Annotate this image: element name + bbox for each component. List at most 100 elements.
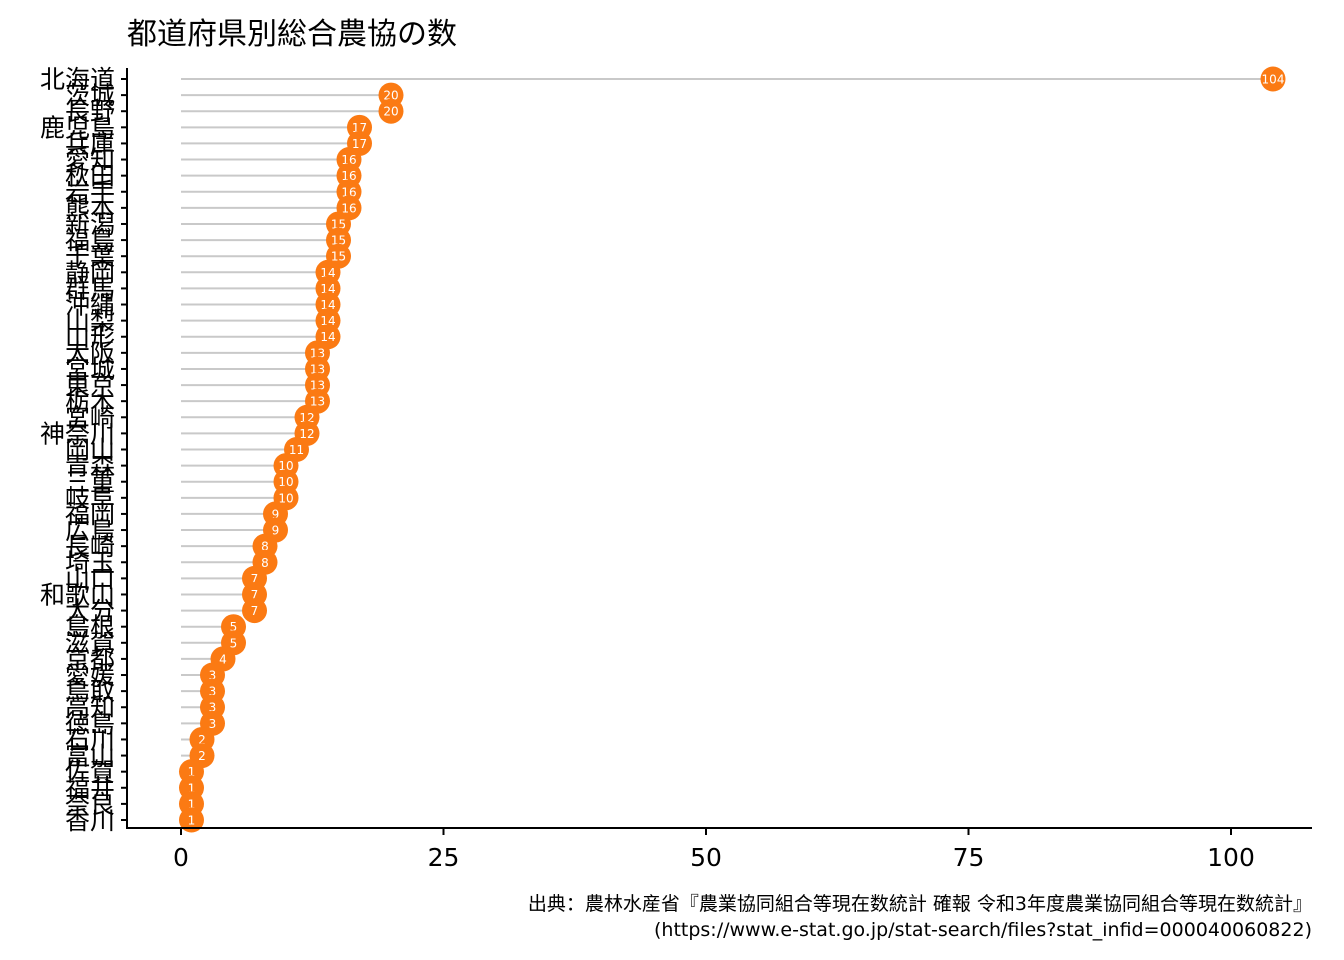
value-label-千葉: 15 bbox=[331, 250, 346, 264]
y-tick-label-三重: 三重 bbox=[65, 468, 115, 497]
y-tick-label-秋田: 秋田 bbox=[65, 162, 115, 191]
value-label-徳島: 3 bbox=[209, 717, 217, 731]
y-tick-label-栃木: 栃木 bbox=[65, 387, 115, 416]
point-長野 bbox=[378, 98, 404, 124]
x-tick-label-0: 0 bbox=[173, 843, 189, 872]
value-label-愛媛: 3 bbox=[209, 669, 217, 683]
y-tick-label-高知: 高知 bbox=[65, 693, 115, 722]
chart-title: 都道府県別総合農協の数 bbox=[127, 17, 457, 52]
x-axis: 0 25 50 75 100 bbox=[126, 827, 1312, 872]
x-tick-label-100: 100 bbox=[1207, 843, 1255, 872]
value-label-鳥取: 3 bbox=[209, 685, 217, 699]
value-label-福島: 15 bbox=[331, 234, 346, 248]
y-tick-label-宮城: 宮城 bbox=[65, 355, 115, 384]
value-label-栃木: 13 bbox=[310, 395, 325, 409]
value-label-岐阜: 10 bbox=[278, 491, 293, 505]
point-北海道 bbox=[1260, 66, 1286, 92]
value-label-宮崎: 12 bbox=[299, 411, 314, 425]
y-tick-label-京都: 京都 bbox=[65, 645, 115, 674]
value-label-沖縄: 14 bbox=[320, 298, 335, 312]
value-label-石川: 2 bbox=[198, 733, 206, 747]
y-tick-label-岡山: 岡山 bbox=[65, 436, 115, 465]
value-label-山形: 14 bbox=[320, 330, 335, 344]
point-大分 bbox=[242, 598, 267, 624]
value-label-長崎: 8 bbox=[261, 540, 269, 554]
y-tick-label-福島: 福島 bbox=[65, 226, 115, 255]
y-tick-label-鳥取: 鳥取 bbox=[65, 677, 115, 706]
value-label-大分: 7 bbox=[251, 604, 259, 618]
value-label-青森: 10 bbox=[278, 459, 293, 473]
y-tick-label-大分: 大分 bbox=[65, 597, 115, 626]
value-label-岡山: 11 bbox=[289, 443, 304, 457]
value-label-広島: 9 bbox=[272, 524, 280, 538]
y-tick-label-石川: 石川 bbox=[65, 725, 115, 754]
y-tick-label-島根: 島根 bbox=[65, 613, 115, 642]
y-tick-label-岩手: 岩手 bbox=[65, 178, 115, 207]
value-label-愛知: 16 bbox=[341, 153, 356, 167]
value-label-山梨: 14 bbox=[320, 314, 335, 328]
y-tick-label-長崎: 長崎 bbox=[65, 532, 115, 561]
value-label-秋田: 16 bbox=[341, 169, 356, 183]
value-label-佐賀: 1 bbox=[188, 765, 196, 779]
value-label-長野: 20 bbox=[383, 105, 398, 119]
value-label-宮城: 13 bbox=[310, 362, 325, 376]
y-tick-label-山形: 山形 bbox=[65, 323, 115, 352]
value-label-岩手: 16 bbox=[341, 185, 356, 199]
value-label-三重: 10 bbox=[278, 475, 293, 489]
value-label-熊本: 16 bbox=[341, 201, 356, 215]
value-label-和歌山: 7 bbox=[251, 588, 259, 602]
value-label-大阪: 13 bbox=[310, 346, 325, 360]
x-tick-label-50: 50 bbox=[690, 843, 722, 872]
y-tick-label-熊本: 熊本 bbox=[65, 194, 115, 223]
y-axis: 北海道茨城長野鹿児島兵庫愛知秋田岩手熊本新潟福島千葉静岡群馬沖縄山梨山形大阪宮城… bbox=[40, 65, 128, 835]
y-tick-label-鹿児島: 鹿児島 bbox=[40, 113, 115, 142]
y-tick-label-北海道: 北海道 bbox=[40, 65, 115, 94]
y-tick-label-長野: 長野 bbox=[65, 97, 115, 126]
value-label-神奈川: 12 bbox=[299, 427, 314, 441]
y-tick-label-佐賀: 佐賀 bbox=[65, 758, 115, 787]
x-tick-label-25: 25 bbox=[428, 843, 460, 872]
y-tick-label-静岡: 静岡 bbox=[65, 258, 115, 287]
y-tick-label-福岡: 福岡 bbox=[65, 500, 115, 529]
y-tick-label-青森: 青森 bbox=[65, 452, 115, 481]
caption-line-2: (https://www.e-stat.go.jp/stat-search/fi… bbox=[654, 919, 1312, 941]
value-label-東京: 13 bbox=[310, 379, 325, 393]
y-tick-label-富山: 富山 bbox=[65, 742, 115, 771]
y-tick-label-新潟: 新潟 bbox=[65, 210, 115, 239]
y-tick-label-奈良: 奈良 bbox=[65, 790, 115, 819]
y-tick-label-茨城: 茨城 bbox=[65, 81, 115, 110]
y-tick-label-千葉: 千葉 bbox=[65, 242, 115, 271]
y-tick-label-群馬: 群馬 bbox=[65, 274, 115, 303]
y-tick-label-滋賀: 滋賀 bbox=[65, 629, 115, 658]
value-label-富山: 2 bbox=[198, 749, 206, 763]
y-tick-label-徳島: 徳島 bbox=[65, 709, 115, 738]
value-label-兵庫: 17 bbox=[352, 137, 367, 151]
y-tick-label-広島: 広島 bbox=[65, 516, 115, 545]
y-tick-label-和歌山: 和歌山 bbox=[40, 580, 115, 609]
x-tick-label-75: 75 bbox=[953, 843, 985, 872]
y-tick-label-愛知: 愛知 bbox=[65, 146, 115, 175]
y-tick-label-香川: 香川 bbox=[65, 806, 115, 835]
y-tick-label-兵庫: 兵庫 bbox=[65, 129, 115, 158]
points-group: 1042020171716161616151515141414141413131… bbox=[179, 66, 1286, 833]
point-香川 bbox=[179, 807, 204, 833]
value-label-高知: 3 bbox=[209, 701, 217, 715]
value-label-滋賀: 5 bbox=[230, 636, 238, 650]
value-label-北海道: 104 bbox=[1262, 73, 1285, 87]
y-tick-label-山梨: 山梨 bbox=[65, 307, 115, 336]
value-label-奈良: 1 bbox=[188, 797, 196, 811]
y-tick-label-大阪: 大阪 bbox=[65, 339, 115, 368]
value-label-京都: 4 bbox=[219, 652, 227, 666]
y-tick-label-東京: 東京 bbox=[65, 371, 115, 400]
caption-line-1: 出典：農林水産省『農業協同組合等現在数統計 確報 令和3年度農業協同組合等現在数… bbox=[528, 893, 1312, 915]
value-label-福井: 1 bbox=[188, 781, 196, 795]
value-label-静岡: 14 bbox=[320, 266, 335, 280]
value-label-香川: 1 bbox=[188, 814, 196, 828]
value-label-鹿児島: 17 bbox=[352, 121, 367, 135]
y-tick-label-埼玉: 埼玉 bbox=[65, 548, 115, 577]
value-label-新潟: 15 bbox=[331, 217, 346, 231]
value-label-群馬: 14 bbox=[320, 282, 335, 296]
y-tick-label-山口: 山口 bbox=[65, 564, 115, 593]
y-tick-label-愛媛: 愛媛 bbox=[65, 661, 115, 690]
